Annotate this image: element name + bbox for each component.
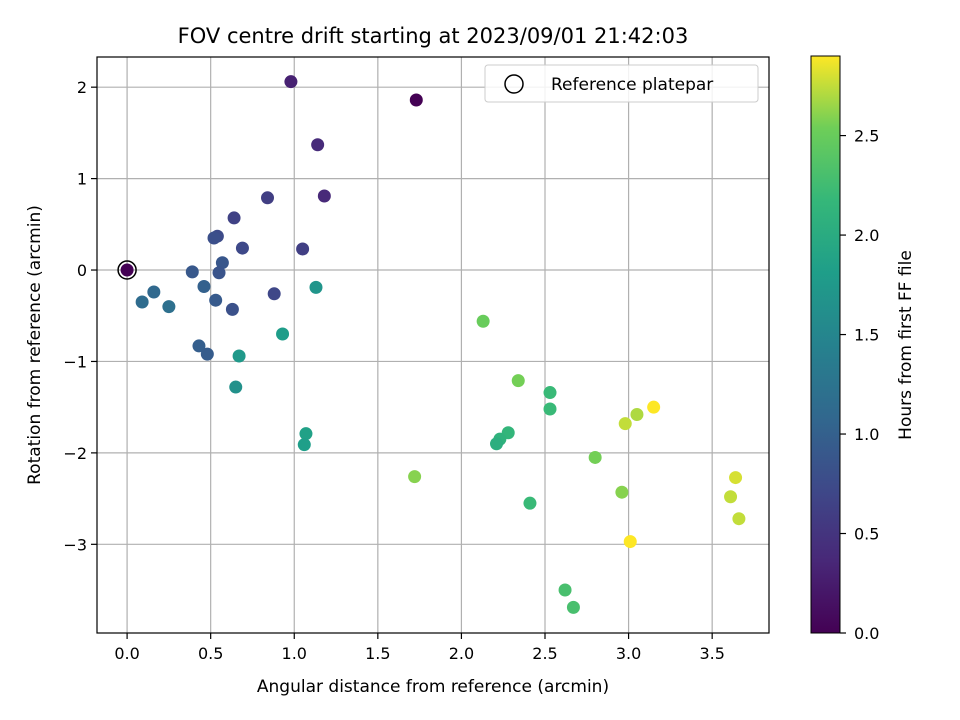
legend-box bbox=[484, 64, 759, 103]
data-point bbox=[192, 339, 206, 353]
data-point bbox=[543, 402, 557, 416]
y-tick-label: −1 bbox=[63, 352, 87, 371]
data-point bbox=[409, 93, 423, 107]
data-point bbox=[197, 279, 211, 293]
data-point bbox=[647, 400, 661, 414]
y-axis-label: Rotation from reference (arcmin) bbox=[25, 205, 45, 485]
data-point bbox=[215, 256, 229, 270]
chart-title: FOV centre drift starting at 2023/09/01 … bbox=[178, 24, 689, 48]
x-tick-label: 1.0 bbox=[282, 644, 307, 663]
colorbar-tick-label: 1.5 bbox=[854, 326, 879, 345]
data-point bbox=[511, 374, 525, 388]
y-tick-label: 2 bbox=[77, 78, 87, 97]
data-point bbox=[200, 347, 214, 361]
y-tick-label: −3 bbox=[63, 535, 87, 554]
data-point bbox=[630, 407, 644, 421]
data-point bbox=[120, 263, 134, 277]
colorbar-label: Hours from first FF file bbox=[896, 250, 916, 440]
data-point bbox=[309, 280, 323, 294]
y-tick-label: 0 bbox=[77, 261, 87, 280]
data-point bbox=[135, 295, 149, 309]
colorbar: 0.0 0.5 1.0 1.5 2.0 2.5 Hours from first FF f… bbox=[810, 55, 916, 643]
y-axis-ticks: −3 −2 −1 0 1 2 bbox=[63, 78, 97, 554]
data-point bbox=[618, 417, 632, 431]
x-tick-label: 0.5 bbox=[198, 644, 223, 663]
data-point bbox=[317, 189, 331, 203]
data-point bbox=[724, 490, 738, 504]
data-point bbox=[276, 327, 290, 341]
reference-platepar-marker bbox=[117, 260, 137, 280]
x-axis-ticks: 0.0 0.5 1.0 1.5 2.0 2.5 3.0 3.5 bbox=[114, 633, 725, 663]
y-tick-label: 1 bbox=[77, 170, 87, 189]
data-point bbox=[615, 485, 629, 499]
data-point bbox=[296, 242, 310, 256]
colorbar-frame bbox=[810, 55, 841, 634]
plot-frame bbox=[96, 56, 770, 634]
legend-label-reference-platepar: Reference platepar bbox=[551, 75, 713, 95]
data-point bbox=[543, 386, 557, 400]
data-point bbox=[284, 75, 298, 89]
data-point bbox=[523, 496, 537, 510]
x-tick-label: 2.0 bbox=[449, 644, 474, 663]
data-point bbox=[408, 470, 422, 484]
data-point bbox=[588, 450, 602, 464]
data-point bbox=[207, 231, 221, 245]
data-point bbox=[267, 287, 281, 301]
data-point bbox=[732, 512, 746, 526]
legend-reference-marker-icon bbox=[504, 74, 524, 94]
y-tick-label: −2 bbox=[63, 444, 87, 463]
colorbar-tick-label: 2.0 bbox=[854, 226, 879, 245]
data-point bbox=[729, 471, 743, 485]
data-point bbox=[212, 266, 226, 280]
legend: Reference platepar bbox=[484, 64, 759, 103]
data-point bbox=[229, 380, 243, 394]
data-point bbox=[225, 302, 239, 316]
data-point bbox=[232, 349, 246, 363]
data-point bbox=[235, 241, 249, 255]
data-point bbox=[311, 138, 325, 152]
x-tick-label: 0.0 bbox=[114, 644, 139, 663]
colorbar-tick-label: 0.5 bbox=[854, 525, 879, 544]
x-tick-label: 2.5 bbox=[532, 644, 557, 663]
x-tick-label: 3.0 bbox=[616, 644, 641, 663]
x-tick-label: 1.5 bbox=[365, 644, 390, 663]
reference-marker bbox=[117, 260, 137, 280]
colorbar-ticks: 0.0 0.5 1.0 1.5 2.0 2.5 bbox=[840, 127, 879, 643]
data-point bbox=[490, 437, 504, 451]
data-point bbox=[162, 300, 176, 314]
data-point bbox=[209, 293, 223, 307]
data-point bbox=[299, 427, 313, 441]
data-point bbox=[297, 438, 311, 452]
colorbar-gradient bbox=[811, 56, 840, 633]
data-point bbox=[623, 535, 637, 549]
data-point bbox=[261, 191, 275, 205]
data-point bbox=[147, 285, 161, 299]
data-point bbox=[185, 265, 199, 279]
data-points bbox=[120, 75, 746, 614]
data-point bbox=[227, 211, 241, 225]
data-point bbox=[476, 314, 490, 328]
colorbar-tick-label: 1.0 bbox=[854, 425, 879, 444]
data-point bbox=[558, 583, 572, 597]
data-point bbox=[566, 600, 580, 614]
colorbar-tick-label: 0.0 bbox=[854, 624, 879, 643]
x-tick-label: 3.5 bbox=[699, 644, 724, 663]
colorbar-tick-label: 2.5 bbox=[854, 127, 879, 146]
x-axis-label: Angular distance from reference (arcmin) bbox=[257, 677, 609, 697]
